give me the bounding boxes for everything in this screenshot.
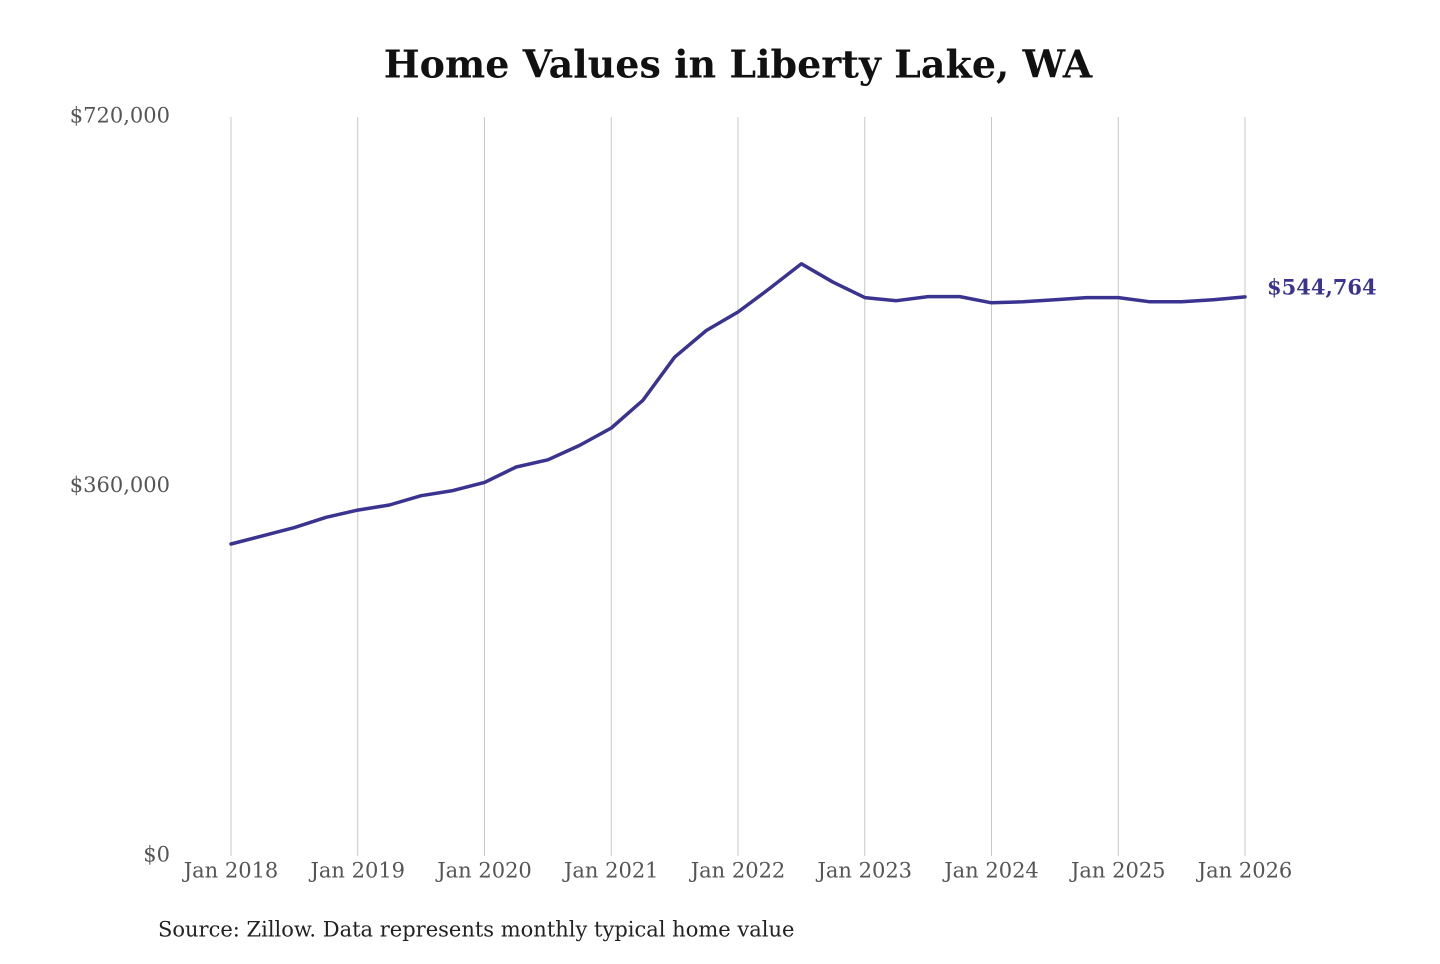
y-tick-label: $720,000	[70, 104, 170, 128]
x-tick-label: Jan 2019	[308, 859, 405, 883]
y-tick-label: $360,000	[70, 473, 170, 497]
value-label: $544,764	[1267, 274, 1377, 299]
source-note: Source: Zillow. Data represents monthly …	[158, 918, 794, 942]
x-tick-label: Jan 2022	[689, 859, 786, 883]
chart-title: Home Values in Liberty Lake, WA	[384, 42, 1093, 87]
x-tick-label: Jan 2023	[815, 859, 912, 883]
x-tick-label: Jan 2021	[562, 859, 659, 883]
y-tick-label: $0	[143, 843, 170, 867]
x-tick-label: Jan 2025	[1069, 859, 1166, 883]
x-tick-label: Jan 2020	[435, 859, 532, 883]
x-tick-label: Jan 2026	[1196, 859, 1293, 883]
line	[229, 262, 1247, 546]
x-tick-label: Jan 2024	[942, 859, 1039, 883]
x-tick-label: Jan 2018	[182, 859, 279, 883]
